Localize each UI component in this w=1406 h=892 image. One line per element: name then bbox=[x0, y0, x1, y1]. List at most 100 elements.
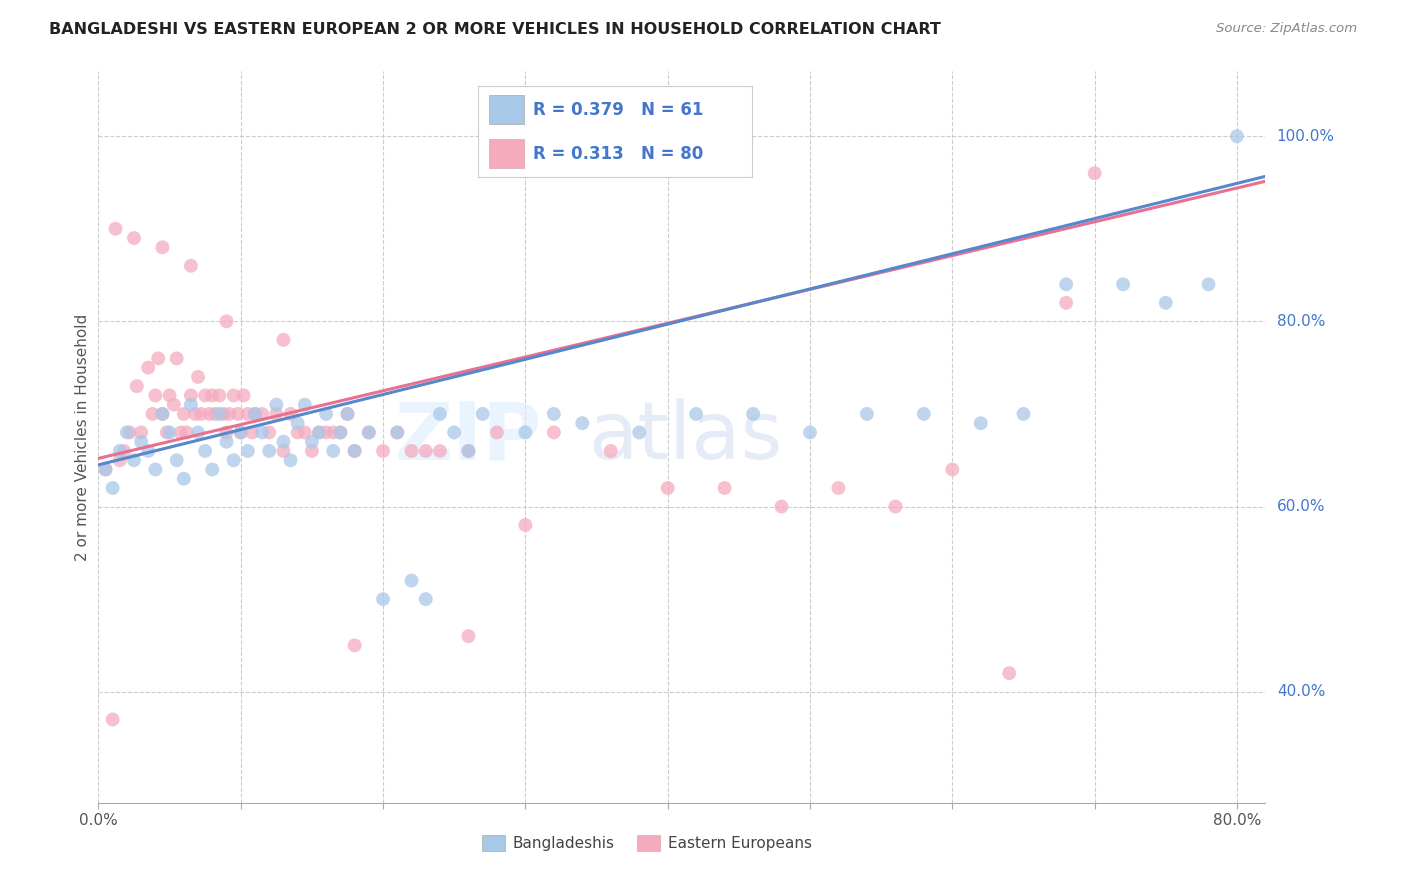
Point bbox=[212, 407, 235, 421]
Point bbox=[250, 425, 273, 440]
Point bbox=[170, 425, 193, 440]
Point bbox=[101, 713, 124, 727]
Point bbox=[415, 592, 437, 607]
Point bbox=[122, 231, 145, 245]
Point bbox=[184, 407, 207, 421]
Point bbox=[201, 388, 224, 402]
Point bbox=[257, 444, 280, 458]
Point bbox=[294, 398, 316, 412]
Point bbox=[136, 444, 159, 458]
Point bbox=[94, 462, 117, 476]
Point bbox=[243, 407, 266, 421]
Point bbox=[108, 453, 131, 467]
Point bbox=[1012, 407, 1035, 421]
Point bbox=[308, 425, 330, 440]
Point bbox=[176, 425, 198, 440]
Point bbox=[628, 425, 651, 440]
Point bbox=[1054, 277, 1077, 292]
Point bbox=[343, 639, 366, 653]
Point bbox=[173, 472, 195, 486]
Point bbox=[194, 388, 217, 402]
Point bbox=[429, 407, 451, 421]
Point bbox=[190, 407, 212, 421]
Point bbox=[301, 434, 323, 449]
Point bbox=[294, 425, 316, 440]
Point bbox=[125, 379, 148, 393]
Point bbox=[208, 388, 231, 402]
Point bbox=[543, 407, 565, 421]
Point bbox=[163, 398, 186, 412]
Point bbox=[273, 444, 295, 458]
Point bbox=[194, 444, 217, 458]
Point bbox=[322, 444, 344, 458]
Point bbox=[141, 407, 163, 421]
Point bbox=[457, 444, 479, 458]
Text: Source: ZipAtlas.com: Source: ZipAtlas.com bbox=[1216, 22, 1357, 36]
Point bbox=[104, 221, 127, 235]
Point bbox=[115, 425, 138, 440]
Point bbox=[257, 425, 280, 440]
Point bbox=[599, 444, 621, 458]
Point bbox=[129, 434, 152, 449]
Point bbox=[187, 425, 209, 440]
Point bbox=[180, 259, 202, 273]
Point bbox=[329, 425, 352, 440]
Point bbox=[273, 434, 295, 449]
Point bbox=[148, 351, 170, 366]
Point bbox=[429, 444, 451, 458]
Point bbox=[856, 407, 879, 421]
Point bbox=[343, 444, 366, 458]
Point bbox=[336, 407, 359, 421]
Point bbox=[166, 453, 188, 467]
Point bbox=[280, 407, 302, 421]
Point bbox=[287, 416, 309, 430]
Point bbox=[308, 425, 330, 440]
Point bbox=[215, 314, 238, 328]
Point bbox=[122, 453, 145, 467]
Point bbox=[371, 444, 394, 458]
Point bbox=[770, 500, 793, 514]
Point bbox=[884, 500, 907, 514]
Point bbox=[208, 407, 231, 421]
Legend: Bangladeshis, Eastern Europeans: Bangladeshis, Eastern Europeans bbox=[475, 830, 818, 857]
Point bbox=[1198, 277, 1220, 292]
Point bbox=[357, 425, 380, 440]
Point bbox=[201, 462, 224, 476]
Point bbox=[827, 481, 849, 495]
Point bbox=[215, 425, 238, 440]
Point bbox=[543, 425, 565, 440]
Point bbox=[173, 407, 195, 421]
Point bbox=[471, 407, 494, 421]
Point bbox=[250, 407, 273, 421]
Point bbox=[912, 407, 935, 421]
Point bbox=[143, 388, 166, 402]
Point bbox=[236, 444, 259, 458]
Point bbox=[187, 370, 209, 384]
Point bbox=[129, 425, 152, 440]
Text: BANGLADESHI VS EASTERN EUROPEAN 2 OR MORE VEHICLES IN HOUSEHOLD CORRELATION CHAR: BANGLADESHI VS EASTERN EUROPEAN 2 OR MOR… bbox=[49, 22, 941, 37]
Point bbox=[101, 481, 124, 495]
Point bbox=[970, 416, 993, 430]
Point bbox=[159, 425, 181, 440]
Point bbox=[287, 425, 309, 440]
Point bbox=[401, 574, 423, 588]
Point bbox=[336, 407, 359, 421]
Point bbox=[266, 398, 288, 412]
Point bbox=[315, 407, 337, 421]
Point bbox=[204, 407, 226, 421]
Point bbox=[343, 444, 366, 458]
Point bbox=[243, 407, 266, 421]
Point bbox=[387, 425, 409, 440]
Point bbox=[229, 425, 252, 440]
Point bbox=[1154, 295, 1177, 310]
Point bbox=[198, 407, 221, 421]
Point bbox=[266, 407, 288, 421]
Point bbox=[236, 407, 259, 421]
Point bbox=[159, 388, 181, 402]
Point bbox=[222, 388, 245, 402]
Point bbox=[457, 444, 479, 458]
Point bbox=[166, 351, 188, 366]
Point bbox=[713, 481, 735, 495]
Point bbox=[685, 407, 707, 421]
Point bbox=[152, 407, 174, 421]
